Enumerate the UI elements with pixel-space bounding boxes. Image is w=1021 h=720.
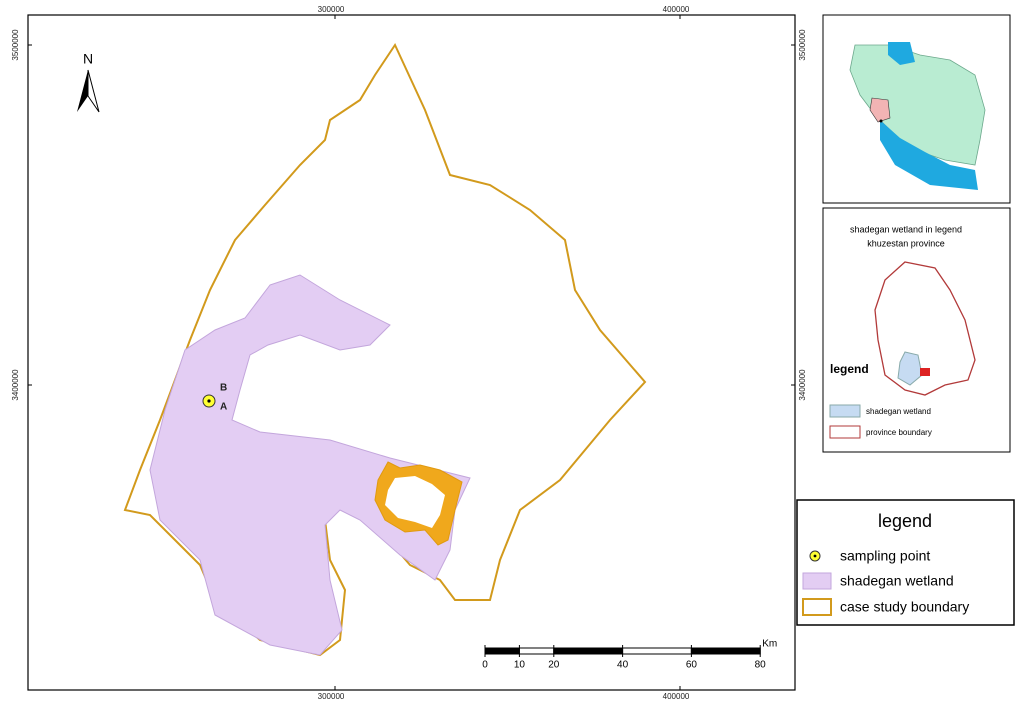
inset-subtitle: khuzestan province bbox=[867, 238, 945, 248]
legend-title: legend bbox=[878, 511, 932, 531]
legend-item: shadegan wetland bbox=[840, 573, 954, 589]
inset-wetland bbox=[897, 351, 923, 386]
country-shape bbox=[849, 44, 986, 166]
scale-segment bbox=[518, 647, 555, 655]
scale-segment bbox=[553, 647, 624, 655]
persian-gulf bbox=[880, 120, 978, 190]
legend-frame bbox=[796, 499, 1015, 626]
northing-label: 3500000 bbox=[798, 29, 807, 61]
north-arrow bbox=[87, 69, 100, 113]
point-label: B bbox=[220, 383, 227, 394]
north-arrow bbox=[77, 70, 88, 112]
location-dot bbox=[879, 119, 883, 123]
inset-legend-item: shadegan wetland bbox=[866, 407, 931, 416]
legend-symbol bbox=[802, 598, 832, 616]
easting-label: 400000 bbox=[663, 692, 690, 701]
legend-symbol bbox=[813, 554, 817, 558]
scale-segment bbox=[484, 647, 520, 655]
map-frame bbox=[27, 14, 796, 691]
sampling-point-center bbox=[207, 399, 211, 403]
legend-swatch bbox=[829, 404, 861, 418]
scale-label: 20 bbox=[548, 660, 560, 671]
northing-label: 3400000 bbox=[798, 369, 807, 401]
legend-swatch bbox=[829, 425, 861, 439]
scale-label: 40 bbox=[617, 660, 629, 671]
caspian-sea bbox=[888, 42, 915, 65]
inset-legend-item: province boundary bbox=[866, 428, 932, 437]
scale-label: 60 bbox=[686, 660, 698, 671]
north-label: N bbox=[83, 51, 93, 67]
inset-legend-title: legend bbox=[830, 362, 869, 376]
scale-segment bbox=[690, 647, 761, 655]
legend-item: sampling point bbox=[840, 548, 930, 564]
easting-label: 400000 bbox=[663, 5, 690, 14]
scale-unit: Km bbox=[762, 639, 777, 650]
shadegan-wetland bbox=[149, 274, 471, 656]
province-outline bbox=[874, 261, 976, 396]
northing-label: 3500000 bbox=[11, 29, 20, 61]
wetland-inner bbox=[385, 476, 445, 528]
scale-label: 0 bbox=[482, 660, 488, 671]
northing-label: 3400000 bbox=[11, 369, 20, 401]
scale-label: 80 bbox=[755, 660, 767, 671]
easting-label: 300000 bbox=[318, 5, 345, 14]
legend-item: case study boundary bbox=[840, 599, 969, 615]
case-study-boundary bbox=[123, 42, 647, 657]
scale-segment bbox=[622, 647, 692, 655]
khuzestan-highlight bbox=[869, 97, 891, 123]
study-area-marker bbox=[920, 368, 930, 376]
point-label: A bbox=[220, 402, 227, 413]
scale-label: 10 bbox=[514, 660, 526, 671]
inset-title: shadegan wetland in legend bbox=[850, 224, 962, 234]
easting-label: 300000 bbox=[318, 692, 345, 701]
legend-symbol bbox=[802, 572, 832, 590]
